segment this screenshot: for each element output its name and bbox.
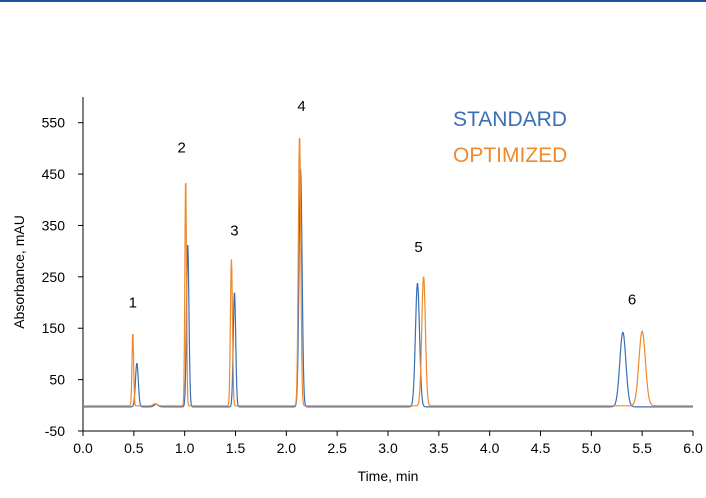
x-tick-label: 2.5 [327,440,347,456]
x-tick-label: 0.5 [124,440,144,456]
peak-label: 5 [414,239,422,256]
series-line-optimized [83,138,693,407]
header-accent-bar [0,0,706,2]
series-line-standard [83,168,693,408]
y-tick-label: 50 [49,372,65,388]
peak-label: 6 [628,292,636,309]
x-tick-label: 1.5 [226,440,246,456]
x-tick-label: 3.0 [378,440,398,456]
x-tick-label: 5.5 [632,440,652,456]
y-tick-label: 550 [42,115,66,131]
y-tick-label: 250 [42,269,66,285]
y-tick-label: -50 [45,423,65,439]
x-tick-label: 4.0 [480,440,500,456]
legend-entry-optimized: OPTIMIZED [453,144,567,167]
peak-label: 1 [129,295,137,312]
x-tick-label: 2.0 [277,440,297,456]
peak-label: 2 [177,139,185,156]
x-tick-label: 3.5 [429,440,449,456]
x-tick-label: 4.5 [531,440,551,456]
legend-entry-standard: STANDARD [453,108,567,131]
x-tick-label: 5.0 [582,440,602,456]
x-tick-label: 1.0 [175,440,195,456]
peak-label: 3 [230,223,238,240]
x-tick-label: 6.0 [683,440,703,456]
y-tick-label: 450 [42,166,66,182]
y-tick-label: 350 [42,217,66,233]
peak-label: 4 [297,98,305,115]
y-axis-title: Absorbance, mAU [11,215,27,329]
x-axis-title: Time, min [358,468,419,484]
x-tick-label: 0.0 [73,440,93,456]
y-tick-label: 150 [42,320,66,336]
